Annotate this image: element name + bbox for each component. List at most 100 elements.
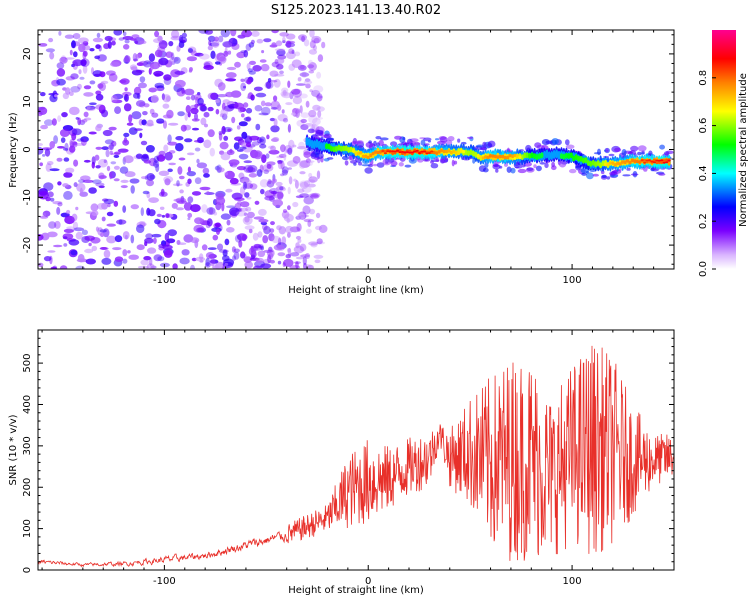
heatmap-cell (271, 178, 276, 185)
heatmap-cell (70, 73, 79, 80)
heatmap-cell (153, 237, 157, 244)
heatmap-cell (194, 177, 202, 185)
heatmap-cell (376, 150, 380, 155)
heatmap-cell (56, 62, 65, 69)
heatmap-cell (148, 197, 160, 204)
colorbar-tick-label: 0.0 (698, 261, 709, 277)
heatmap-cell (129, 178, 140, 184)
heatmap-cell (109, 143, 115, 151)
heatmap-cell (82, 50, 88, 57)
heatmap-cell (69, 145, 76, 153)
heatmap-cell (220, 108, 228, 117)
heatmap-cell (652, 158, 657, 163)
heatmap-cell (486, 155, 490, 160)
heatmap-cell (269, 228, 275, 234)
heatmap-cell (337, 144, 341, 151)
heatmap-cell (143, 160, 152, 164)
heatmap-cell (54, 94, 58, 98)
heatmap-cell (214, 222, 221, 228)
heatmap-cell (226, 219, 231, 226)
heatmap-cell (635, 159, 639, 164)
heatmap-cell (106, 165, 111, 172)
heatmap-cell (269, 70, 279, 77)
heatmap-cell (533, 164, 537, 169)
heatmap-cell (307, 219, 312, 228)
heatmap-cell (223, 50, 229, 57)
heatmap-cell (283, 213, 294, 222)
snr-ytick-label: 300 (22, 436, 33, 455)
heatmap-cell (88, 242, 92, 247)
heatmap-cell (233, 251, 240, 260)
heatmap-cell (643, 158, 647, 163)
heatmap-cell (163, 74, 172, 81)
heatmap-cell (139, 76, 146, 83)
heatmap-cell (281, 109, 285, 114)
heatmap-cell (129, 38, 137, 41)
heatmap-cell (175, 136, 184, 141)
colorbar-tick-label: 0.2 (698, 213, 709, 229)
heatmap-cell (103, 159, 107, 163)
heatmap-cell (640, 159, 644, 162)
heatmap-cell (605, 148, 609, 153)
heatmap-cell (378, 139, 384, 147)
heatmap-cell (49, 168, 60, 172)
heatmap-cell (181, 32, 187, 38)
heatmap-cell (391, 150, 395, 153)
heatmap-cell (101, 257, 112, 265)
heatmap-ylabel: Frequency (Hz) (8, 112, 19, 188)
heatmap-cell (287, 147, 293, 155)
heatmap-cell (212, 265, 220, 269)
heatmap-cell (58, 30, 62, 36)
heatmap-cell (533, 153, 537, 160)
heatmap-cell (283, 258, 294, 267)
heatmap-cell (361, 164, 371, 167)
heatmap-cell (142, 111, 148, 116)
heatmap-cell (292, 201, 299, 208)
heatmap-cell (148, 87, 157, 93)
heatmap-cell (599, 162, 603, 169)
heatmap-cell (665, 158, 669, 163)
heatmap-cell (270, 125, 280, 133)
heatmap-cell (92, 37, 103, 43)
heatmap-cell (224, 262, 229, 266)
heatmap-cell (96, 32, 101, 38)
heatmap-cell (38, 143, 43, 146)
heatmap-cell (318, 224, 328, 233)
heatmap-cell (63, 157, 70, 162)
heatmap-cell (199, 53, 210, 60)
heatmap-cell (423, 137, 432, 142)
heatmap-cell (243, 85, 246, 89)
heatmap-cell (114, 106, 122, 114)
heatmap-cell (124, 93, 129, 102)
heatmap-cell (78, 69, 82, 75)
heatmap-cell (608, 161, 613, 165)
heatmap-cell (123, 103, 132, 112)
heatmap-cell (660, 160, 664, 164)
heatmap-cell (142, 190, 150, 195)
heatmap-cell (540, 152, 544, 159)
heatmap-cell (254, 105, 263, 112)
colorbar-ticks: 0.0 0.2 0.4 0.6 0.8 (698, 70, 716, 277)
heatmap-cell (200, 105, 208, 112)
heatmap-cell (112, 247, 122, 251)
heatmap-cell (308, 172, 313, 178)
heatmap-cell (143, 256, 152, 261)
snr-ticks: -100 0 100 0 100 200 300 400 500 (22, 329, 674, 587)
heatmap-cell (48, 221, 57, 229)
heatmap-cell (307, 128, 315, 134)
heatmap-cell (111, 40, 116, 46)
heatmap-cell (97, 83, 104, 89)
heatmap-cell (484, 155, 488, 159)
heatmap-cell (232, 255, 237, 261)
heatmap-cell (166, 238, 176, 244)
heatmap-cell (241, 141, 248, 148)
heatmap-cell (611, 161, 615, 165)
heatmap-cell (513, 153, 517, 158)
heatmap-cell (234, 136, 243, 142)
heatmap-cell (291, 59, 302, 68)
heatmap-cell (40, 124, 48, 130)
heatmap-cell (545, 149, 549, 159)
heatmap-cell (307, 138, 312, 148)
heatmap-cell (344, 160, 349, 166)
heatmap-cell (258, 208, 267, 216)
